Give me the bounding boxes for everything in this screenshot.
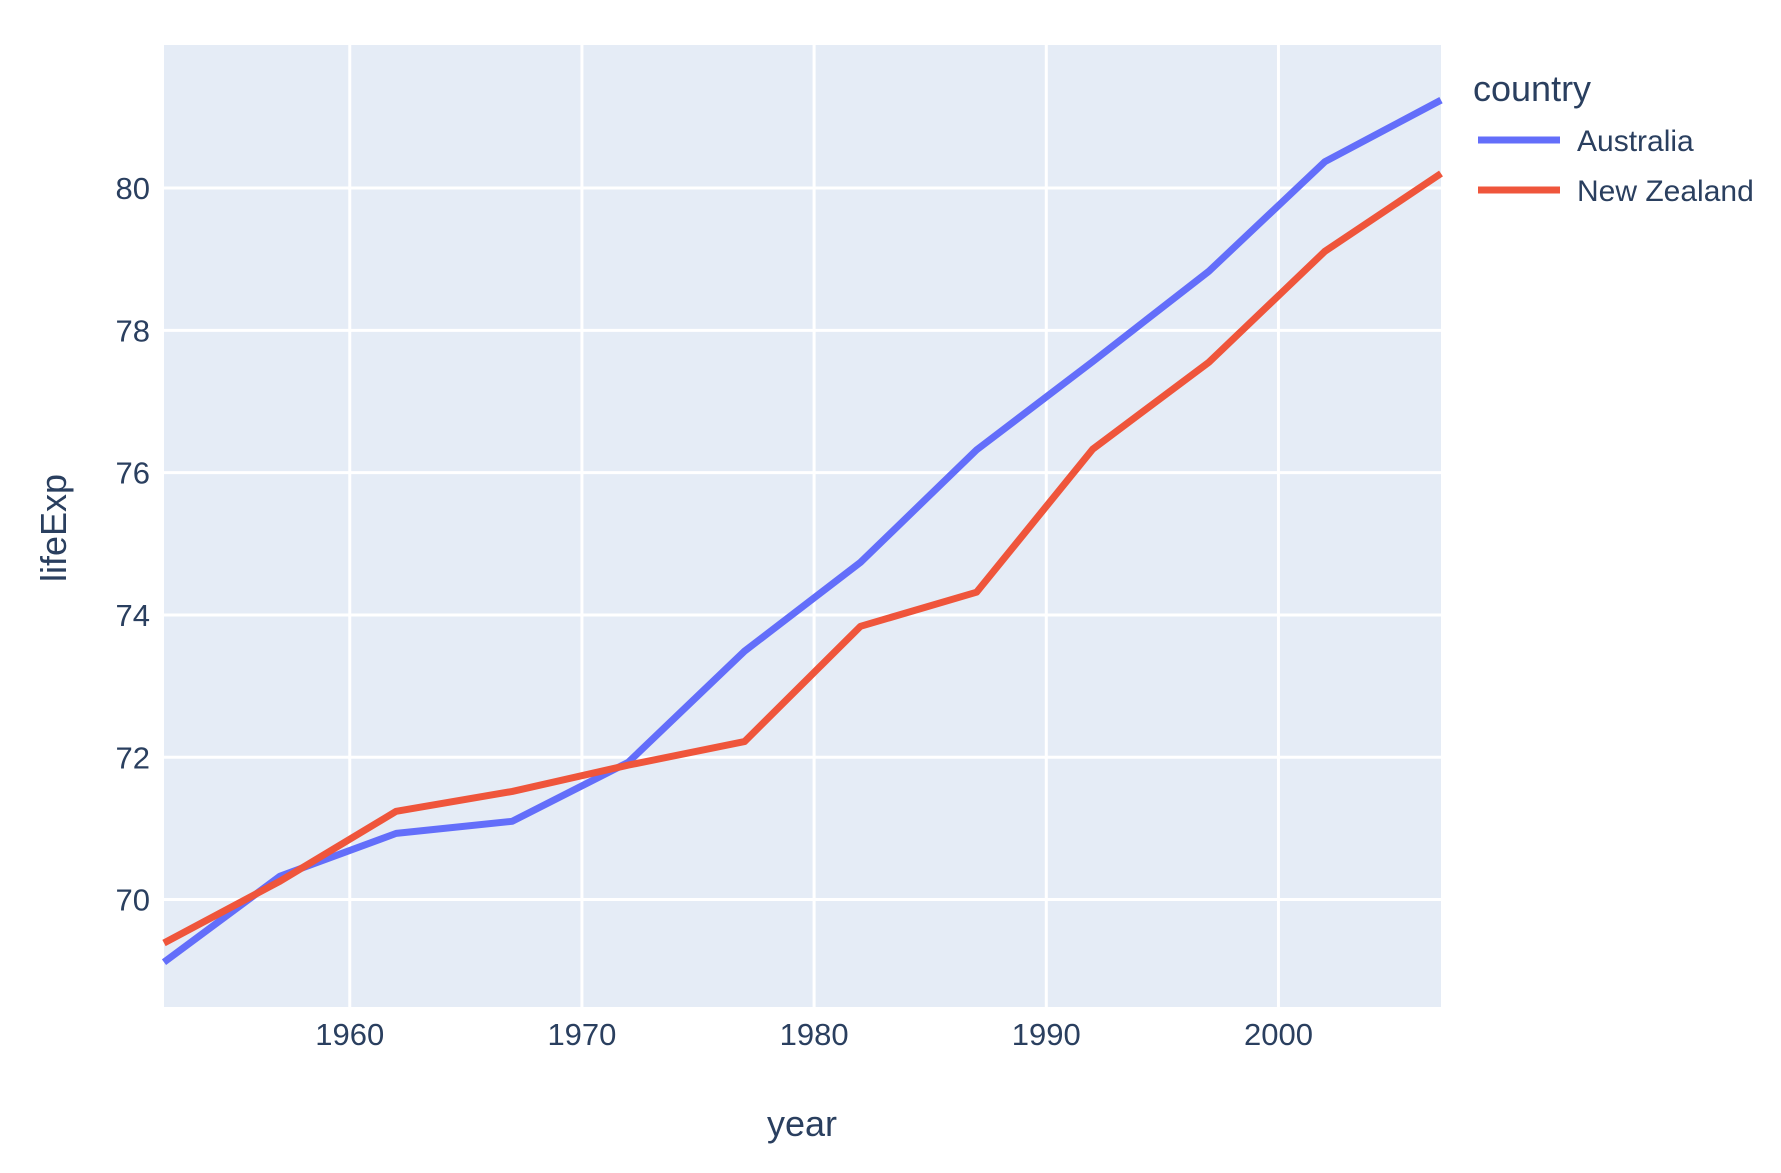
legend-label-australia: Australia — [1577, 125, 1694, 158]
tick-layer: 1960 1970 1980 1990 2000 70 72 74 76 78 80 — [116, 171, 1313, 1052]
x-tick-1960: 1960 — [315, 1017, 384, 1052]
legend-items: Australia New Zealand — [1478, 125, 1754, 208]
y-axis-title: lifeExp — [33, 474, 74, 582]
legend-title: country — [1473, 68, 1591, 109]
x-tick-1970: 1970 — [547, 1017, 616, 1052]
y-tick-72: 72 — [116, 740, 150, 775]
y-tick-76: 76 — [116, 456, 150, 491]
line-australia[interactable] — [161, 97, 1443, 966]
legend-label-new-zealand: New Zealand — [1577, 175, 1754, 208]
x-tick-1980: 1980 — [780, 1017, 849, 1052]
plot-area — [164, 45, 1441, 1007]
legend-item-new-zealand[interactable]: New Zealand — [1478, 175, 1754, 208]
plot-layer — [161, 45, 1443, 1007]
x-axis-title: year — [767, 1103, 837, 1144]
y-tick-74: 74 — [116, 598, 150, 633]
y-tick-80: 80 — [116, 171, 150, 206]
line-new-zealand[interactable] — [162, 170, 1443, 947]
y-tick-70: 70 — [116, 883, 150, 918]
legend-item-australia[interactable]: Australia — [1478, 125, 1694, 158]
x-tick-2000: 2000 — [1244, 1017, 1313, 1052]
y-tick-78: 78 — [116, 313, 150, 348]
x-tick-1990: 1990 — [1012, 1017, 1081, 1052]
